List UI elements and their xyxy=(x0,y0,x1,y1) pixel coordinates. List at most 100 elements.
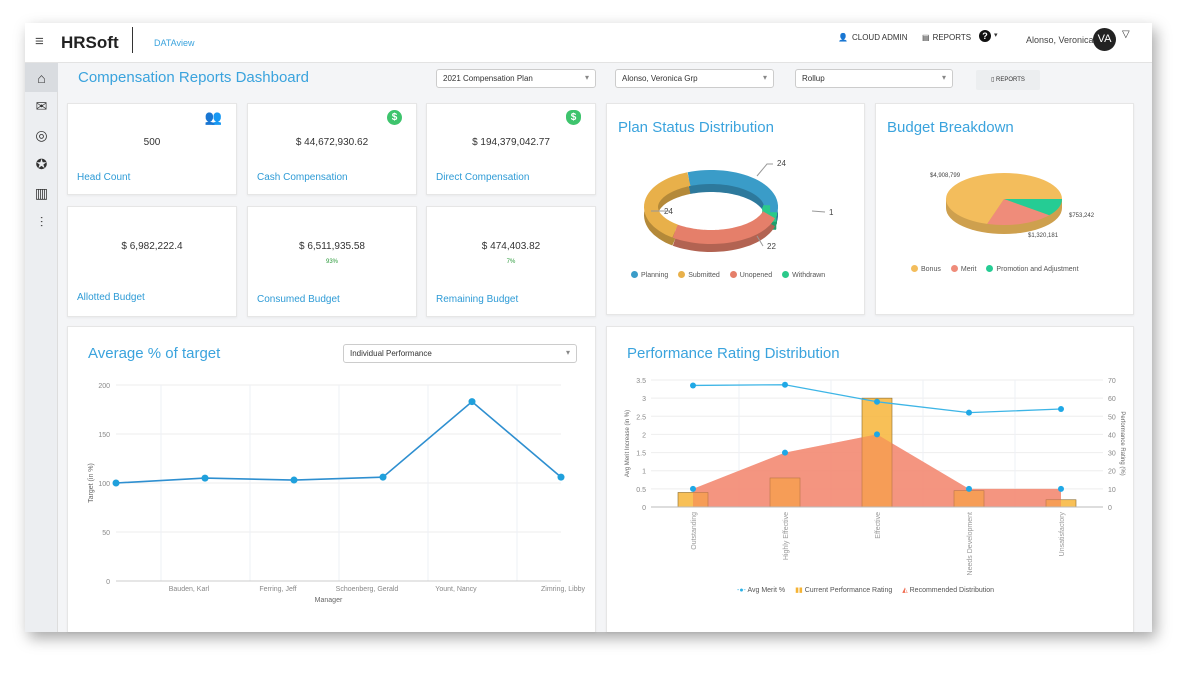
legend-bonus[interactable]: Bonus xyxy=(911,265,941,273)
kpi-cash-compensation: $ $ 44,672,930.62 Cash Compensation xyxy=(247,103,417,195)
envelope-icon[interactable]: ✉ xyxy=(35,98,48,114)
avg-merit-point xyxy=(874,398,880,405)
award-icon[interactable]: ✪ xyxy=(35,156,48,172)
user-name[interactable]: Alonso, Veronica xyxy=(1026,35,1094,45)
y-axis-title: Avg Merit Increase (in %) xyxy=(625,410,631,477)
avatar[interactable]: VA xyxy=(1093,28,1116,51)
data-label: $4,908,799 xyxy=(930,173,961,179)
chart-title: Average % of target xyxy=(88,345,221,362)
kpi-percent: 93% xyxy=(325,259,338,265)
chart-title: Performance Rating Distribution xyxy=(627,345,840,362)
y2-tick-label: 20 xyxy=(1108,469,1116,476)
budget-pie: $4,908,799 $1,320,181 $753,242 xyxy=(930,173,1095,239)
legend-merit[interactable]: Merit xyxy=(950,265,976,273)
legend-unopened[interactable]: Unopened xyxy=(729,271,772,279)
y-tick-label: 150 xyxy=(98,432,110,439)
kpi-label[interactable]: Remaining Budget xyxy=(436,294,519,305)
data-label: $753,242 xyxy=(1069,213,1095,219)
y2-tick-label: 30 xyxy=(1108,451,1116,458)
kpi-label[interactable]: Head Count xyxy=(77,172,131,183)
legend-submitted[interactable]: Submitted xyxy=(678,271,720,279)
logo: HRSoft xyxy=(61,33,119,52)
data-label: 24 xyxy=(777,159,786,168)
y2-tick-label: 50 xyxy=(1108,414,1116,421)
x-tick-label: Schoenberg, Gerald xyxy=(336,586,399,593)
x-tick-label: Outstanding xyxy=(691,512,698,550)
y2-tick-label: 70 xyxy=(1108,378,1116,385)
pie-slice-0 xyxy=(946,173,1062,224)
kpi-consumed-budget: $ 6,511,935.58 93% Consumed Budget xyxy=(247,206,417,317)
kpi-direct-compensation: $ $ 194,379,042.77 Direct Compensation xyxy=(426,103,596,195)
y-tick-label: 200 xyxy=(98,383,110,390)
x-tick-label: Bauden, Karl xyxy=(169,586,210,593)
y-tick-label: 3.5 xyxy=(636,378,646,385)
y2-tick-label: 0 xyxy=(1108,505,1112,512)
y-tick-label: 0.5 xyxy=(636,487,646,494)
y-tick-label: 2.5 xyxy=(636,414,646,421)
help-caret-icon[interactable]: ▾ xyxy=(994,32,998,39)
x-tick-label: Unsatisfactory xyxy=(1059,512,1066,557)
target-icon[interactable]: ◎ xyxy=(35,127,48,143)
avg-merit-point xyxy=(1058,406,1064,413)
kpi-allotted-budget: $ 6,982,222.4 Allotted Budget xyxy=(67,206,237,317)
view-select[interactable]: Rollup xyxy=(795,69,953,88)
kpi-value: 500 xyxy=(143,137,161,148)
x-tick-label: Yount, Nancy xyxy=(435,586,477,593)
legend-avg-merit[interactable]: -●- Avg Merit % xyxy=(737,586,786,594)
kpi-head-count: 👥 500 Head Count xyxy=(67,103,237,195)
kpi-label[interactable]: Direct Compensation xyxy=(436,172,530,183)
kpi-percent: 7% xyxy=(506,259,516,265)
x-axis-title: Manager xyxy=(315,597,343,604)
reports-link[interactable]: ▤ REPORTS xyxy=(922,33,972,42)
product-name: DATAview xyxy=(154,38,195,48)
plan-select[interactable]: 2021 Compensation Plan xyxy=(436,69,596,88)
budget-breakdown-card: Budget Breakdown $4,908,799 $1,320,181 $75… xyxy=(875,103,1134,315)
chart-title: Plan Status Distribution xyxy=(618,119,774,136)
x-tick-label: Ferring, Jeff xyxy=(259,586,296,593)
sliders-icon[interactable]: ⫶ xyxy=(39,214,44,230)
avg-target-line-chart: 0 50 100 150 200 Bauden, Karl Ferring, Jeff Sch… xyxy=(88,383,585,604)
y-tick-label: 2 xyxy=(642,432,646,439)
dollar-icon: $ xyxy=(387,110,402,125)
performance-combo-chart: 0 0.5 1 1.5 2 2.5 3 3.5 0 10 20 30 40 50 60 70 Outstandi… xyxy=(625,378,1125,575)
report-icon: ▤ xyxy=(922,33,930,42)
help-icon[interactable]: ? xyxy=(979,30,991,42)
y-tick-label: 1 xyxy=(642,469,646,476)
user-menu-caret-icon[interactable]: ▽ xyxy=(1122,29,1130,40)
kpi-remaining-budget: $ 474,403.82 7% Remaining Budget xyxy=(426,206,596,317)
admin-user-icon: 👤 xyxy=(838,33,848,42)
legend-planning[interactable]: Planning xyxy=(631,271,668,279)
x-tick-label: Needs Development xyxy=(967,512,974,575)
recommended-point xyxy=(966,485,972,492)
kpi-label[interactable]: Cash Compensation xyxy=(257,172,348,183)
menu-icon[interactable]: ≡ xyxy=(35,33,44,50)
y2-tick-label: 40 xyxy=(1108,432,1116,439)
data-point xyxy=(468,398,476,406)
reports-button[interactable]: ▯ REPORTS xyxy=(976,70,1040,90)
legend-current-rating[interactable]: ▮▮ Current Performance Rating xyxy=(795,587,893,594)
kpi-value: $ 6,982,222.4 xyxy=(121,241,183,252)
data-label: $1,320,181 xyxy=(1028,233,1059,239)
kpi-label[interactable]: Allotted Budget xyxy=(77,292,145,303)
home-icon[interactable]: ⌂ xyxy=(25,63,58,92)
kpi-label[interactable]: Consumed Budget xyxy=(257,294,340,305)
y-tick-label: 50 xyxy=(102,530,110,537)
legend-recommended[interactable]: ◭ Recommended Distribution xyxy=(902,587,995,594)
cloud-admin-link[interactable]: 👤 CLOUD ADMIN xyxy=(838,33,908,42)
plan-status-card: Plan Status Distribution 24 24 22 1 Plannin… xyxy=(606,103,865,315)
group-select[interactable]: Alonso, Veronica Grp xyxy=(615,69,774,88)
performance-select[interactable]: Individual Performance xyxy=(343,344,577,363)
y2-tick-label: 10 xyxy=(1108,487,1116,494)
data-point xyxy=(290,476,298,484)
y-tick-label: 1.5 xyxy=(636,451,646,458)
kpi-value: $ 44,672,930.62 xyxy=(295,137,369,148)
data-label: 22 xyxy=(767,242,776,251)
page-title: Compensation Reports Dashboard xyxy=(78,69,309,86)
bar-chart-icon[interactable]: ▥ xyxy=(34,185,49,201)
legend: -●- Avg Merit % ▮▮ Current Performance R… xyxy=(737,586,995,595)
donut-slice-withdrawn xyxy=(762,205,777,222)
legend-promotion[interactable]: Promotion and Adjustment xyxy=(986,265,1079,273)
legend-withdrawn[interactable]: Withdrawn xyxy=(782,271,825,279)
data-label: 1 xyxy=(829,208,834,217)
